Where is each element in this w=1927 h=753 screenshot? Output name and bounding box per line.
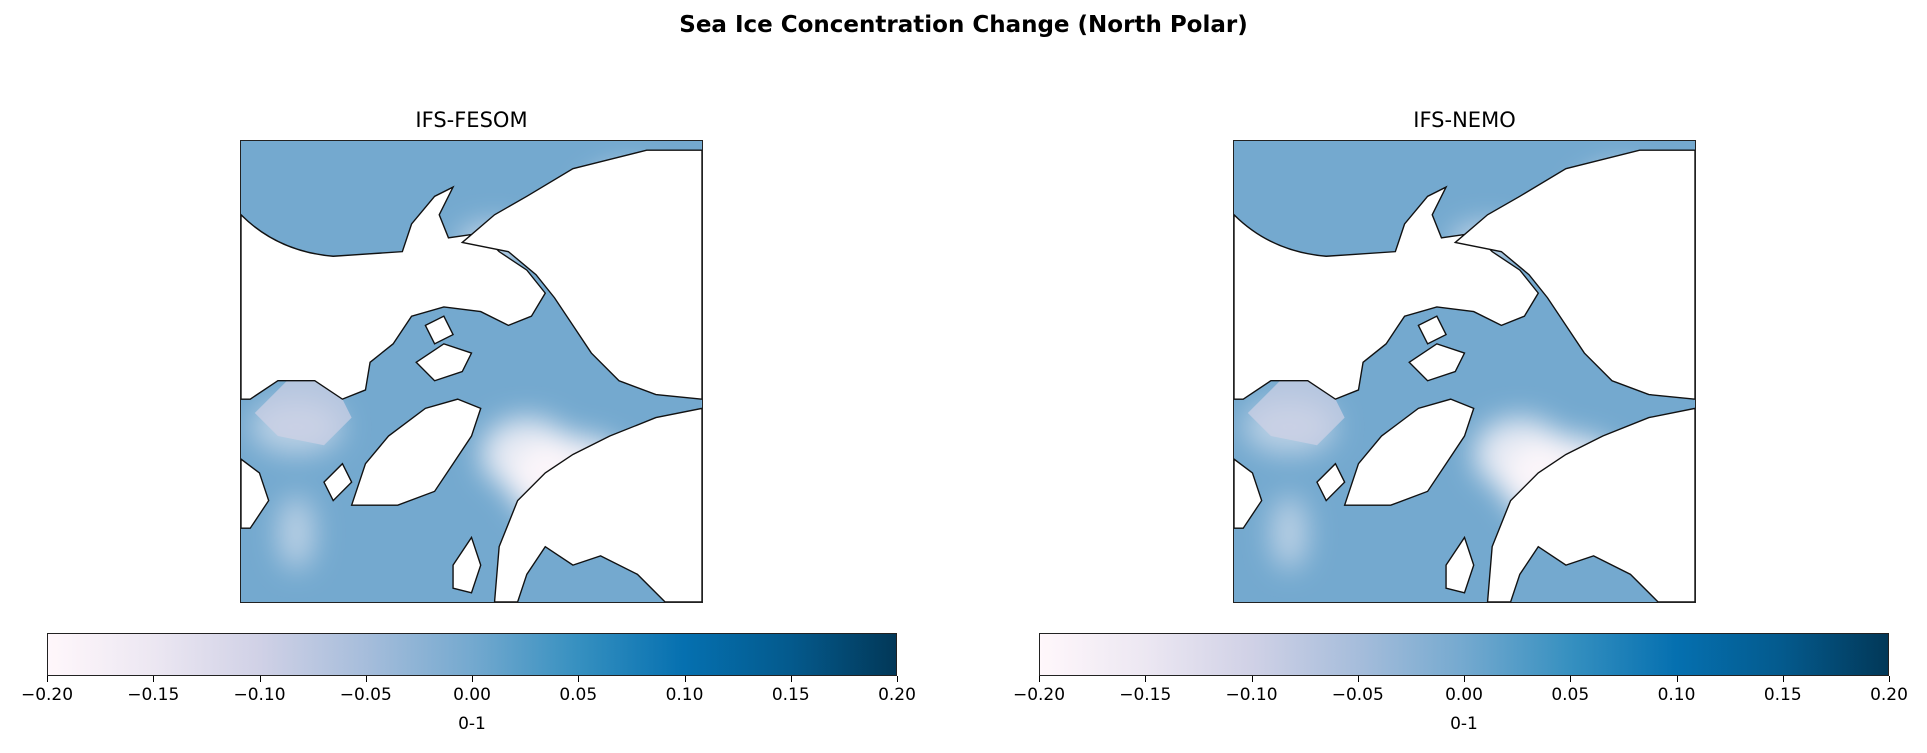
colorbar-tick-label: −0.20 bbox=[1012, 685, 1066, 705]
colorbar-nemo bbox=[1039, 633, 1889, 676]
colorbar-tick bbox=[1039, 676, 1040, 682]
colorbar-tick-label: 0.10 bbox=[1657, 685, 1696, 705]
figure-title: Sea Ice Concentration Change (North Pola… bbox=[679, 12, 1248, 38]
panel-title-fesom: IFS-FESOM bbox=[415, 108, 528, 132]
colorbar-tick-label: 0.20 bbox=[1870, 685, 1908, 705]
colorbar-tick-label: 0.00 bbox=[453, 685, 491, 705]
colorbar-tick bbox=[1889, 676, 1890, 682]
colorbar-tick-label: −0.05 bbox=[1331, 685, 1384, 705]
colorbar-tick-label: −0.10 bbox=[1225, 685, 1278, 705]
colorbar-tick bbox=[365, 676, 367, 682]
colorbar-tick bbox=[578, 676, 580, 682]
colorbar-tick bbox=[1357, 676, 1359, 682]
colorbar-tick bbox=[1145, 676, 1147, 682]
colorbar-tick-label: −0.15 bbox=[1119, 685, 1172, 705]
colorbar-tick-label: −0.15 bbox=[127, 685, 180, 705]
colorbar-tick-label: 0.05 bbox=[559, 685, 598, 705]
colorbar-tick-label: −0.20 bbox=[20, 685, 74, 705]
colorbar-tick-label: −0.05 bbox=[339, 685, 392, 705]
colorbar-tick bbox=[259, 676, 261, 682]
colorbar-tick-label: −0.10 bbox=[233, 685, 286, 705]
colorbar-tick bbox=[1570, 676, 1572, 682]
colorbar-tick bbox=[1782, 676, 1784, 682]
panel-title-nemo: IFS-NEMO bbox=[1413, 108, 1516, 132]
colorbar-tick bbox=[897, 676, 898, 682]
colorbar-tick-label: 0.15 bbox=[1763, 685, 1802, 705]
arctic-map-image bbox=[1234, 149, 1695, 602]
colorbar-tick bbox=[1251, 676, 1253, 682]
colorbar-tick bbox=[47, 676, 48, 682]
colorbar-tick bbox=[153, 676, 155, 682]
colorbar-tick-label: 0.10 bbox=[665, 685, 704, 705]
map-nemo bbox=[1233, 140, 1696, 603]
map-fesom bbox=[240, 140, 703, 603]
colorbar-label-fesom: 0-1 bbox=[458, 714, 486, 734]
colorbar-tick-label: 0.05 bbox=[1551, 685, 1590, 705]
colorbar-tick-label: 0.20 bbox=[878, 685, 916, 705]
colorbar-fesom bbox=[47, 633, 897, 676]
colorbar-tick-label: 0.15 bbox=[771, 685, 810, 705]
arctic-map-image bbox=[241, 149, 702, 602]
colorbar-tick bbox=[790, 676, 792, 682]
colorbar-tick bbox=[1676, 676, 1678, 682]
colorbar-tick-label: 0.00 bbox=[1445, 685, 1483, 705]
colorbar-tick bbox=[1464, 676, 1465, 682]
colorbar-label-nemo: 0-1 bbox=[1450, 714, 1478, 734]
colorbar-tick bbox=[684, 676, 686, 682]
colorbar-tick bbox=[472, 676, 473, 682]
